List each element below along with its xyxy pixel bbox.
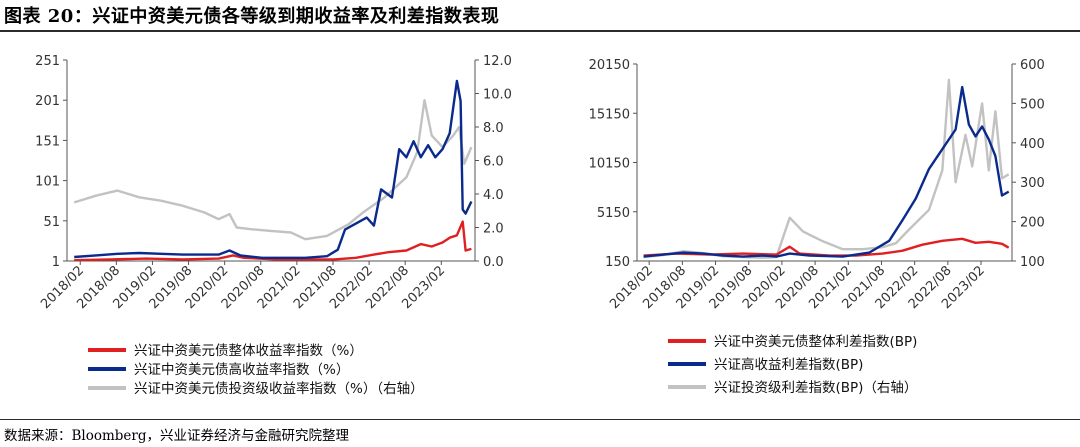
legend-label-3: 兴证投资级利差指数(BP)（右轴） — [714, 380, 917, 396]
left-y-tick-label: 10150 — [589, 157, 630, 172]
right-y-tick-label: 400 — [1020, 137, 1045, 152]
left-y-tick-label: 51 — [43, 215, 60, 230]
series-line-2 — [74, 79, 473, 259]
right-y-tick-label: 300 — [1020, 176, 1045, 191]
right-y-tick-label: 600 — [1020, 58, 1045, 73]
right-y-tick-label: 500 — [1020, 97, 1045, 112]
series-line-3 — [73, 99, 473, 241]
right-y-tick-label: 100 — [1020, 255, 1045, 270]
series-line-1 — [643, 237, 1010, 257]
left-y-tick-label: 5150 — [597, 206, 630, 221]
figure-title: 图表 20：兴证中资美元债各等级到期收益率及利差指数表现 — [4, 6, 500, 27]
legend-label-2: 兴证中资美元债高收益率指数（%） — [134, 361, 349, 378]
legend-label-2: 兴证高收益利差指数(BP) — [714, 356, 863, 373]
title-divider — [0, 30, 1080, 32]
left-y-tick-label: 20150 — [589, 58, 630, 73]
left-y-tick-label: 101 — [35, 175, 60, 190]
series-line-2 — [643, 85, 1010, 258]
right-y-tick-label: 12.0 — [483, 54, 512, 69]
chart-1: 1511011512012510.02.04.06.08.010.012.020… — [35, 54, 512, 397]
right-y-tick-label: 6.0 — [483, 155, 504, 170]
right-y-tick-label: 2.0 — [483, 222, 504, 237]
right-y-tick-label: 0.0 — [483, 255, 504, 270]
left-y-tick-label: 151 — [35, 134, 60, 149]
left-y-tick-label: 201 — [35, 94, 60, 109]
legend-label-3: 兴证中资美元债投资级收益率指数（%）（右轴） — [134, 380, 424, 397]
legend-label-1: 兴证中资美元债整体利差指数(BP) — [714, 334, 917, 350]
series-line-1 — [74, 220, 472, 261]
data-source-note: 数据来源：Bloomberg，兴业证券经济与金融研究院整理 — [4, 428, 350, 444]
legend-label-1: 兴证中资美元债整体收益率指数（%） — [134, 342, 363, 359]
right-y-tick-label: 10.0 — [483, 88, 512, 103]
source-divider — [0, 419, 1080, 420]
series-line-3 — [643, 78, 1010, 259]
left-y-tick-label: 150 — [605, 255, 630, 270]
chart-2: 150 5150 10150 15150 20150 100 200 300 400 500 600… — [589, 58, 1045, 396]
left-y-tick-label: 15150 — [589, 107, 630, 122]
right-y-tick-label: 8.0 — [483, 121, 504, 136]
left-y-tick-label: 1 — [52, 255, 60, 270]
right-y-tick-label: 4.0 — [483, 188, 504, 203]
right-y-tick-label: 200 — [1020, 216, 1045, 231]
left-y-tick-label: 251 — [35, 54, 60, 69]
